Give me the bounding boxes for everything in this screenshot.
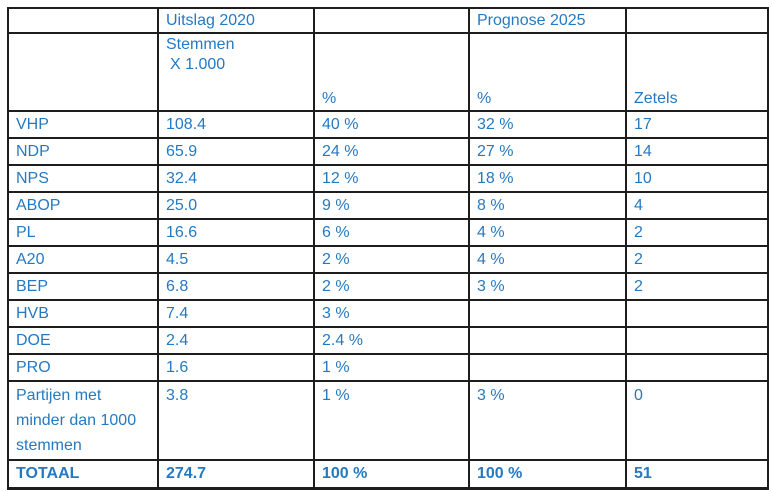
cell-pct2020: 1 % xyxy=(313,380,470,461)
cell-zetels: 2 xyxy=(625,218,769,247)
header-prognose-2025: Prognose 2025 xyxy=(468,7,627,34)
table-row-bep: BEP 6.8 2 % 3 % 2 xyxy=(7,272,769,301)
cell-pct2025-total: 100 % xyxy=(468,459,627,489)
table-row-abop: ABOP 25.0 9 % 8 % 4 xyxy=(7,191,769,220)
cell-stemmen-total: 274.7 xyxy=(157,459,315,489)
cell-zetels: 14 xyxy=(625,137,769,166)
table-row-vhp: VHP 108.4 40 % 32 % 17 xyxy=(7,110,769,139)
cell-stemmen: 65.9 xyxy=(157,137,315,166)
cell-party: PL xyxy=(7,218,159,247)
cell-party: DOE xyxy=(7,326,159,355)
cell-pct2020-total: 100 % xyxy=(313,459,470,489)
cell-pct2025: 8 % xyxy=(468,191,627,220)
cell-stemmen: 16.6 xyxy=(157,218,315,247)
election-results-table: Uitslag 2020 Prognose 2025 Stemmen X 1.0… xyxy=(7,7,769,490)
cell-stemmen: 6.8 xyxy=(157,272,315,301)
cell-zetels: 10 xyxy=(625,164,769,193)
cell-zetels: 2 xyxy=(625,272,769,301)
cell-pct2020: 12 % xyxy=(313,164,470,193)
cell-zetels: 4 xyxy=(625,191,769,220)
header-pct-2020: % xyxy=(313,32,470,112)
header-zetels: Zetels xyxy=(625,32,769,112)
cell-zetels: 0 xyxy=(625,380,769,461)
cell-empty xyxy=(7,7,159,34)
cell-pct2020: 2 % xyxy=(313,272,470,301)
cell-empty xyxy=(7,32,159,112)
table-row-ndp: NDP 65.9 24 % 27 % 14 xyxy=(7,137,769,166)
cell-pct2020: 3 % xyxy=(313,299,470,328)
cell-stemmen: 7.4 xyxy=(157,299,315,328)
table-row-doe: DOE 2.4 2.4 % xyxy=(7,326,769,355)
cell-stemmen: 1.6 xyxy=(157,353,315,382)
cell-stemmen: 108.4 xyxy=(157,110,315,139)
table-row-pl: PL 16.6 6 % 4 % 2 xyxy=(7,218,769,247)
cell-stemmen: 2.4 xyxy=(157,326,315,355)
cell-pct2020: 2 % xyxy=(313,245,470,274)
cell-empty xyxy=(313,7,470,34)
header-pct-2025: % xyxy=(468,32,627,112)
cell-party: NDP xyxy=(7,137,159,166)
cell-empty xyxy=(625,7,769,34)
cell-party: ABOP xyxy=(7,191,159,220)
table-row-pro: PRO 1.6 1 % xyxy=(7,353,769,382)
header-stemmen-line2: X 1.000 xyxy=(170,56,226,73)
cell-pct2020: 2.4 % xyxy=(313,326,470,355)
cell-pct2025: 27 % xyxy=(468,137,627,166)
table-row-nps: NPS 32.4 12 % 18 % 10 xyxy=(7,164,769,193)
cell-pct2025 xyxy=(468,299,627,328)
cell-pct2025: 32 % xyxy=(468,110,627,139)
cell-party: NPS xyxy=(7,164,159,193)
cell-pct2025: 4 % xyxy=(468,245,627,274)
table-row-total: TOTAAL 274.7 100 % 100 % 51 xyxy=(7,459,769,489)
cell-pct2020: 9 % xyxy=(313,191,470,220)
cell-stemmen: 25.0 xyxy=(157,191,315,220)
header-row-units: Stemmen X 1.000 % % Zetels xyxy=(7,32,769,112)
cell-pct2020: 6 % xyxy=(313,218,470,247)
table-row-a20: A20 4.5 2 % 4 % 2 xyxy=(7,245,769,274)
cell-party: HVB xyxy=(7,299,159,328)
cell-party: Partijen met minder dan 1000 stemmen xyxy=(7,380,159,461)
header-uitslag-2020: Uitslag 2020 xyxy=(157,7,315,34)
cell-pct2020: 24 % xyxy=(313,137,470,166)
cell-zetels xyxy=(625,299,769,328)
cell-party-total: TOTAAL xyxy=(7,459,159,489)
cell-party: VHP xyxy=(7,110,159,139)
cell-party: A20 xyxy=(7,245,159,274)
cell-pct2025: 3 % xyxy=(468,380,627,461)
cell-zetels xyxy=(625,353,769,382)
cell-zetels-total: 51 xyxy=(625,459,769,489)
cell-party: BEP xyxy=(7,272,159,301)
table-row-small-parties: Partijen met minder dan 1000 stemmen 3.8… xyxy=(7,380,769,461)
cell-pct2020: 1 % xyxy=(313,353,470,382)
header-stemmen-line1: Stemmen xyxy=(166,36,235,53)
header-row-years: Uitslag 2020 Prognose 2025 xyxy=(7,7,769,34)
cell-stemmen: 4.5 xyxy=(157,245,315,274)
cell-pct2025 xyxy=(468,326,627,355)
cell-zetels: 17 xyxy=(625,110,769,139)
cell-zetels: 2 xyxy=(625,245,769,274)
table-row-hvb: HVB 7.4 3 % xyxy=(7,299,769,328)
header-stemmen: Stemmen X 1.000 xyxy=(157,32,315,112)
cell-stemmen: 32.4 xyxy=(157,164,315,193)
cell-party: PRO xyxy=(7,353,159,382)
cell-stemmen: 3.8 xyxy=(157,380,315,461)
cell-zetels xyxy=(625,326,769,355)
cell-pct2025: 3 % xyxy=(468,272,627,301)
cell-pct2025: 18 % xyxy=(468,164,627,193)
cell-pct2025 xyxy=(468,353,627,382)
cell-pct2020: 40 % xyxy=(313,110,470,139)
cell-pct2025: 4 % xyxy=(468,218,627,247)
